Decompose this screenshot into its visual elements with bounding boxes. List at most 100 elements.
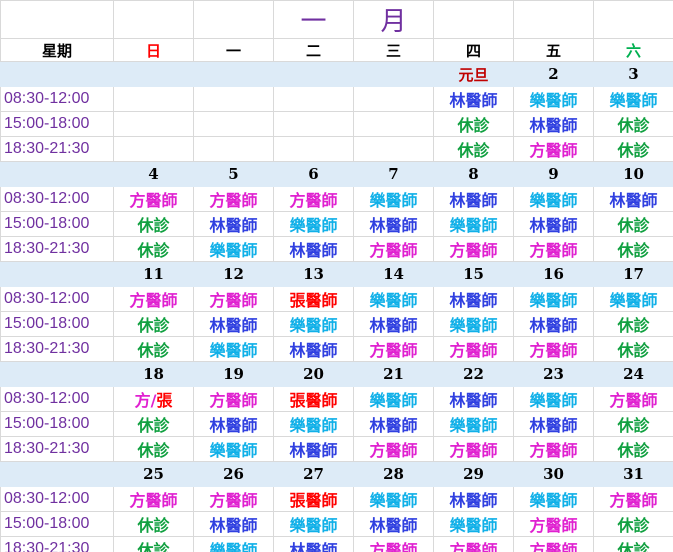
shift-cell[interactable] — [193, 136, 274, 162]
shift-cell[interactable]: 方醫師 — [513, 136, 594, 162]
date-cell[interactable]: 28 — [353, 461, 434, 487]
shift-cell[interactable]: 樂醫師 — [593, 86, 673, 112]
shift-cell[interactable]: 林醫師 — [433, 186, 514, 212]
shift-cell[interactable]: 休診 — [113, 536, 194, 552]
date-cell[interactable]: 4 — [113, 161, 194, 187]
shift-cell[interactable] — [273, 111, 354, 137]
shift-cell[interactable]: 方醫師 — [113, 286, 194, 312]
shift-cell[interactable]: 樂醫師 — [193, 236, 274, 262]
month-title-left[interactable]: 一 — [273, 0, 354, 39]
date-cell[interactable]: 16 — [513, 261, 594, 287]
shift-cell[interactable]: 休診 — [113, 236, 194, 262]
shift-cell[interactable]: 休診 — [593, 136, 673, 162]
shift-cell[interactable]: 休診 — [593, 111, 673, 137]
shift-cell[interactable]: 林醫師 — [193, 311, 274, 337]
date-cell[interactable]: 29 — [433, 461, 514, 487]
shift-cell[interactable]: 方醫師 — [593, 386, 673, 412]
time-slot-label[interactable]: 18:30-21:30 — [0, 236, 114, 262]
date-cell[interactable]: 11 — [113, 261, 194, 287]
shift-cell[interactable]: 張醫師 — [273, 286, 354, 312]
date-cell[interactable]: 19 — [193, 361, 274, 387]
time-slot-label[interactable]: 08:30-12:00 — [0, 186, 114, 212]
shift-cell[interactable]: 方/張 — [113, 386, 194, 412]
shift-cell[interactable] — [273, 86, 354, 112]
shift-cell[interactable]: 樂醫師 — [593, 286, 673, 312]
shift-cell[interactable]: 林醫師 — [513, 111, 594, 137]
shift-cell[interactable]: 林醫師 — [353, 511, 434, 537]
shift-cell[interactable]: 方醫師 — [433, 236, 514, 262]
date-cell[interactable]: 12 — [193, 261, 274, 287]
shift-cell[interactable] — [353, 136, 434, 162]
shift-cell[interactable]: 方醫師 — [353, 436, 434, 462]
date-cell[interactable]: 30 — [513, 461, 594, 487]
shift-cell[interactable]: 樂醫師 — [353, 386, 434, 412]
shift-cell[interactable] — [113, 136, 194, 162]
weekday-2[interactable]: 二 — [273, 38, 354, 62]
shift-cell[interactable]: 休診 — [593, 211, 673, 237]
date-cell[interactable]: 26 — [193, 461, 274, 487]
shift-cell[interactable]: 張醫師 — [273, 386, 354, 412]
date-cell[interactable] — [193, 61, 274, 87]
date-cell[interactable]: 14 — [353, 261, 434, 287]
date-cell[interactable]: 10 — [593, 161, 673, 187]
shift-cell[interactable]: 休診 — [433, 111, 514, 137]
weekday-1[interactable]: 一 — [193, 38, 274, 62]
shift-cell[interactable]: 林醫師 — [593, 186, 673, 212]
shift-cell[interactable]: 休診 — [113, 436, 194, 462]
shift-cell[interactable]: 方醫師 — [433, 536, 514, 552]
date-cell[interactable] — [273, 61, 354, 87]
shift-cell[interactable]: 林醫師 — [273, 336, 354, 362]
shift-cell[interactable]: 方醫師 — [433, 436, 514, 462]
date-cell[interactable]: 15 — [433, 261, 514, 287]
shift-cell[interactable]: 樂醫師 — [193, 436, 274, 462]
date-cell[interactable]: 3 — [593, 61, 673, 87]
cell[interactable] — [433, 0, 514, 39]
shift-cell[interactable]: 林醫師 — [193, 511, 274, 537]
shift-cell[interactable]: 方醫師 — [113, 186, 194, 212]
shift-cell[interactable]: 休診 — [593, 336, 673, 362]
shift-cell[interactable]: 樂醫師 — [353, 186, 434, 212]
shift-cell[interactable]: 方醫師 — [113, 486, 194, 512]
time-slot-label[interactable]: 15:00-18:00 — [0, 411, 114, 437]
shift-cell[interactable]: 林醫師 — [513, 211, 594, 237]
shift-cell[interactable]: 休診 — [113, 211, 194, 237]
shift-cell[interactable]: 休診 — [113, 336, 194, 362]
shift-cell[interactable] — [113, 86, 194, 112]
shift-cell[interactable]: 樂醫師 — [273, 211, 354, 237]
shift-cell[interactable] — [193, 111, 274, 137]
time-slot-label[interactable]: 08:30-12:00 — [0, 286, 114, 312]
shift-cell[interactable]: 方醫師 — [593, 486, 673, 512]
shift-cell[interactable]: 樂醫師 — [353, 486, 434, 512]
date-cell[interactable]: 17 — [593, 261, 673, 287]
shift-cell[interactable]: 方醫師 — [513, 336, 594, 362]
date-cell[interactable]: 27 — [273, 461, 354, 487]
shift-cell[interactable]: 張醫師 — [273, 486, 354, 512]
shift-cell[interactable]: 休診 — [113, 311, 194, 337]
shift-cell[interactable]: 休診 — [593, 236, 673, 262]
shift-cell[interactable]: 樂醫師 — [513, 186, 594, 212]
shift-cell[interactable]: 休診 — [593, 436, 673, 462]
time-slot-label[interactable]: 15:00-18:00 — [0, 111, 114, 137]
time-slot-label[interactable]: 08:30-12:00 — [0, 86, 114, 112]
date-cell[interactable]: 5 — [193, 161, 274, 187]
date-cell[interactable]: 6 — [273, 161, 354, 187]
shift-cell[interactable]: 樂醫師 — [513, 386, 594, 412]
date-cell[interactable]: 2 — [513, 61, 594, 87]
date-cell[interactable]: 8 — [433, 161, 514, 187]
shift-cell[interactable]: 樂醫師 — [433, 311, 514, 337]
shift-cell[interactable] — [273, 136, 354, 162]
shift-cell[interactable]: 林醫師 — [433, 386, 514, 412]
shift-cell[interactable]: 方醫師 — [353, 536, 434, 552]
date-cell[interactable]: 24 — [593, 361, 673, 387]
cell[interactable] — [113, 0, 194, 39]
time-slot-label[interactable]: 08:30-12:00 — [0, 386, 114, 412]
shift-cell[interactable] — [353, 86, 434, 112]
weekday-label[interactable]: 星期 — [0, 38, 114, 62]
cell[interactable] — [513, 0, 594, 39]
shift-cell[interactable]: 林醫師 — [353, 211, 434, 237]
cell[interactable] — [0, 261, 114, 287]
shift-cell[interactable]: 樂醫師 — [513, 286, 594, 312]
time-slot-label[interactable]: 08:30-12:00 — [0, 486, 114, 512]
time-slot-label[interactable]: 18:30-21:30 — [0, 436, 114, 462]
shift-cell[interactable]: 方醫師 — [353, 236, 434, 262]
